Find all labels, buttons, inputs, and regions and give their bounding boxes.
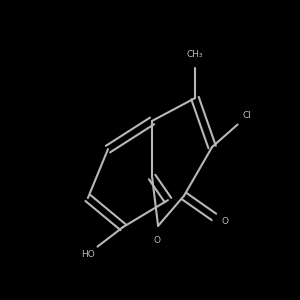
Text: O: O xyxy=(221,217,228,226)
Text: Cl: Cl xyxy=(242,111,251,120)
Text: HO: HO xyxy=(81,250,94,259)
Text: CH₃: CH₃ xyxy=(187,50,203,59)
Text: O: O xyxy=(153,236,160,245)
